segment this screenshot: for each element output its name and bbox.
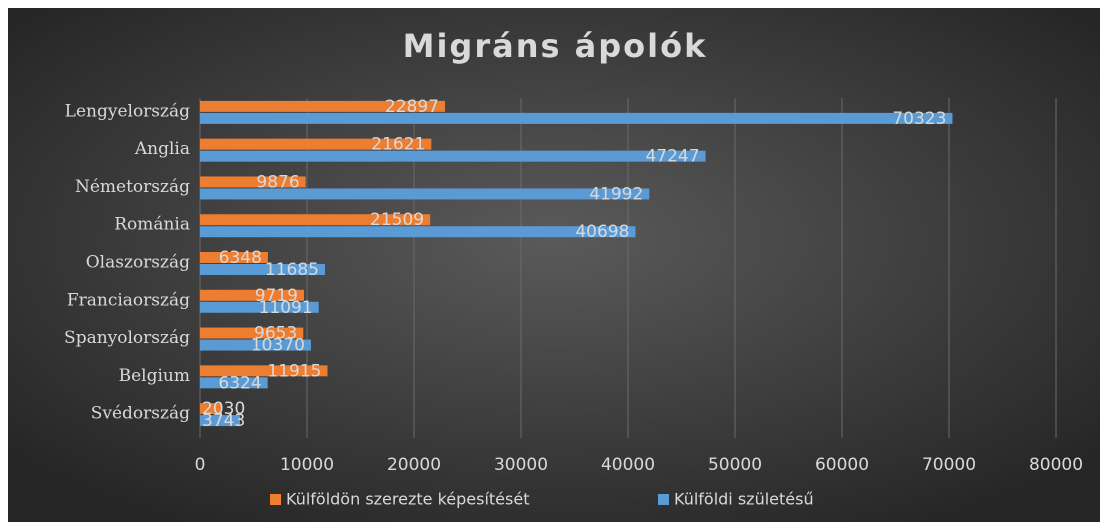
data-label: 9876 [256,172,299,192]
legend-label: Külföldön szerezte képesítését [286,490,529,509]
chart-background [8,8,1100,522]
bar [200,365,328,377]
bar [200,289,304,301]
bar [200,112,953,124]
data-label: 41992 [589,184,643,204]
y-tick-label: Belgium [119,366,190,386]
data-label: 6348 [219,248,262,268]
bar [200,264,326,275]
bar [200,188,650,200]
bar [200,339,311,351]
x-tick-label: 80000 [1029,455,1083,475]
bar [200,403,222,415]
x-tick-label: 40000 [601,455,655,475]
bar [200,415,241,427]
y-tick-label: Svédország [91,404,190,424]
legend-swatch [658,494,669,505]
y-tick-label: Németország [75,177,190,197]
bar [200,138,432,150]
bar [200,252,268,263]
data-label: 9653 [254,324,297,344]
bar [200,100,445,112]
data-label: 21509 [370,210,424,230]
y-tick-label: Anglia [134,139,190,159]
bar [200,214,431,226]
data-label: 10370 [251,336,305,356]
x-tick-label: 70000 [922,455,976,475]
data-label: 11685 [265,260,319,280]
data-label: 11915 [267,361,321,381]
x-tick-label: 10000 [280,455,334,475]
bar [200,327,304,339]
bar [200,301,319,313]
legend-label: Külföldi születésű [674,490,814,509]
bar [200,226,636,238]
x-tick-label: 50000 [708,455,762,475]
data-label: 3743 [202,411,245,431]
y-tick-label: Olaszország [86,253,190,273]
x-tick-label: 0 [195,455,206,475]
y-tick-label: Spanyolország [64,328,190,348]
bar [200,377,268,389]
y-tick-label: Románia [114,215,190,235]
data-label: 9719 [255,286,298,306]
x-tick-label: 30000 [494,455,548,475]
data-label: 21621 [371,135,425,155]
data-label: 70323 [892,109,946,129]
data-label: 47247 [645,147,699,167]
data-label: 40698 [575,222,629,242]
chart-title: Migráns ápolók [403,27,708,65]
data-label: 22897 [385,97,439,117]
x-tick-label: 60000 [815,455,869,475]
data-label: 11091 [259,298,313,318]
legend-swatch [270,494,281,505]
x-tick-label: 20000 [387,455,441,475]
data-label: 6324 [218,373,261,393]
data-label: 2030 [202,399,245,419]
bar [200,176,306,188]
y-tick-label: Lengyelország [65,101,190,121]
bar [200,150,706,162]
y-tick-label: Franciaország [67,290,190,310]
